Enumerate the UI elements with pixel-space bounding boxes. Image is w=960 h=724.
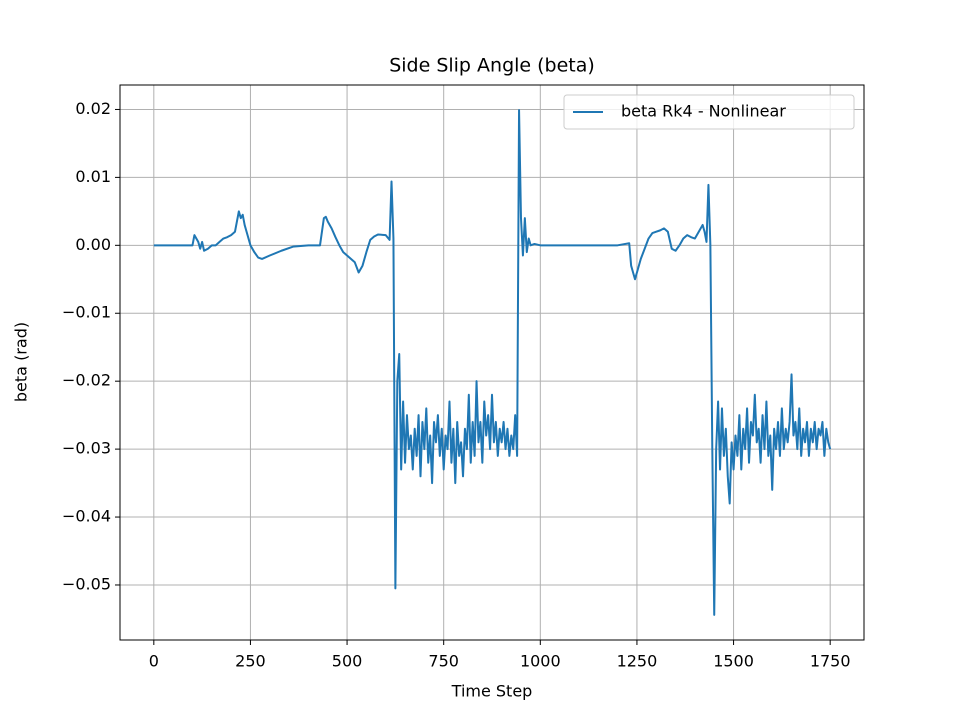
x-tick-label: 1250 [617,652,658,671]
y-tick-label: −0.04 [62,507,111,526]
y-tick-label: −0.02 [62,371,111,390]
y-tick-label: 0.01 [75,167,111,186]
y-tick-label: 0.00 [75,235,111,254]
x-tick-label: 250 [235,652,266,671]
x-tick-label: 1750 [810,652,851,671]
x-axis-label: Time Step [451,682,533,701]
x-tick-label: 1500 [713,652,754,671]
legend-box [563,94,855,130]
x-tick-label: 750 [428,652,459,671]
plot-frame [119,84,865,641]
y-axis-label: beta (rad) [12,322,31,402]
x-tick-label: 0 [149,652,159,671]
data-line [153,109,832,616]
legend: beta Rk4 - Nonlinear [563,94,855,130]
chart-title: Side Slip Angle (beta) [389,55,595,77]
x-tick-label: 500 [332,652,363,671]
legend-label: beta Rk4 - Nonlinear [621,102,786,121]
y-tick-label: 0.02 [75,99,111,118]
x-tick-label: 1000 [520,652,561,671]
y-tick-label: −0.03 [62,439,111,458]
y-tick-label: −0.05 [62,574,111,593]
y-tick-label: −0.01 [62,303,111,322]
